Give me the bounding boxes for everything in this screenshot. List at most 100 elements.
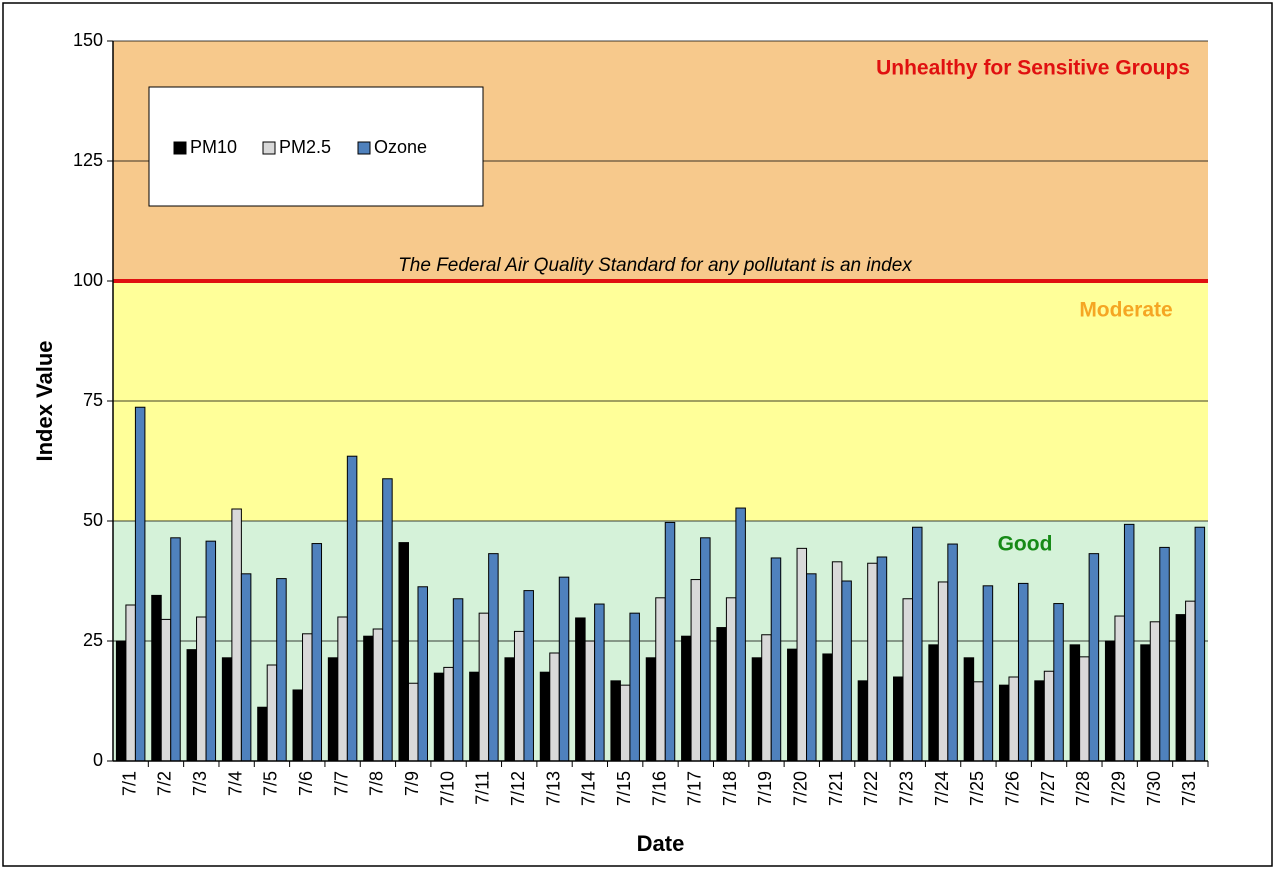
bar — [1123, 523, 1135, 762]
x-tick-label: 7/10 — [437, 771, 457, 806]
y-tick-label: 75 — [83, 390, 103, 410]
bar — [488, 553, 499, 762]
bar — [221, 657, 233, 762]
bar — [276, 578, 287, 762]
bar — [690, 579, 702, 762]
bar — [231, 508, 242, 762]
bar — [266, 664, 278, 762]
bar — [452, 598, 464, 762]
bar — [115, 640, 127, 762]
x-tick-label: 7/24 — [932, 771, 952, 806]
bar — [1149, 621, 1161, 762]
reference-label: The Federal Air Quality Standard for any… — [398, 255, 913, 276]
legend-label: PM10 — [190, 137, 237, 157]
x-tick-label: 7/23 — [897, 771, 917, 806]
bar — [1034, 680, 1045, 762]
x-tick-label: 7/13 — [543, 771, 563, 806]
bar — [928, 644, 939, 762]
bar — [681, 635, 692, 762]
bar — [655, 597, 666, 762]
bar — [134, 406, 146, 762]
bar — [1069, 644, 1081, 762]
bar — [594, 603, 605, 762]
x-tick-label: 7/27 — [1038, 771, 1058, 806]
bar — [346, 455, 358, 762]
bar — [867, 562, 878, 762]
x-tick-label: 7/20 — [791, 771, 811, 806]
legend-swatch — [173, 141, 187, 155]
bar — [796, 547, 808, 762]
x-tick-label: 7/16 — [649, 771, 669, 806]
bar — [160, 618, 172, 762]
bar — [125, 604, 136, 762]
bar — [973, 681, 984, 762]
bar — [610, 680, 621, 762]
legend-swatch — [357, 141, 371, 155]
band-label: Unhealthy for Sensitive Groups — [876, 57, 1190, 80]
x-tick-label: 7/3 — [190, 771, 210, 796]
bar — [186, 649, 198, 762]
bar — [170, 537, 181, 762]
bar — [337, 616, 348, 762]
bar — [151, 594, 162, 762]
bar — [751, 657, 763, 762]
bar — [876, 556, 888, 762]
bar — [549, 652, 560, 762]
x-tick-label: 7/25 — [967, 771, 987, 806]
bar — [770, 557, 782, 762]
x-tick-label: 7/28 — [1073, 771, 1093, 806]
bar — [902, 598, 914, 762]
bar — [539, 671, 551, 762]
bar — [372, 628, 384, 762]
bar — [787, 648, 798, 762]
bar — [1008, 676, 1019, 762]
x-axis-label: Date — [637, 831, 685, 856]
bar — [947, 543, 958, 762]
x-tick-label: 7/15 — [614, 771, 634, 806]
bar — [716, 627, 727, 762]
bar — [292, 689, 304, 762]
bar — [504, 657, 515, 762]
bar — [963, 657, 975, 762]
bar — [735, 507, 746, 762]
x-tick-label: 7/26 — [1002, 771, 1022, 806]
bar — [822, 653, 833, 762]
bar — [443, 666, 454, 762]
bar — [327, 657, 339, 762]
bar — [1079, 656, 1090, 762]
bar — [998, 684, 1010, 762]
y-tick-label: 150 — [73, 30, 103, 50]
x-tick-label: 7/17 — [685, 771, 705, 806]
bar — [700, 537, 711, 762]
bar — [523, 590, 534, 762]
bar — [584, 640, 596, 762]
x-tick-label: 7/11 — [473, 771, 493, 805]
bar — [433, 672, 445, 762]
bar — [1175, 614, 1187, 762]
bar — [1159, 546, 1170, 762]
bar — [1140, 644, 1151, 762]
x-tick-label: 7/22 — [861, 771, 881, 806]
x-tick-label: 7/1 — [119, 771, 139, 796]
x-tick-label: 7/8 — [367, 771, 387, 796]
y-tick-label: 125 — [73, 150, 103, 170]
y-tick-label: 25 — [83, 630, 103, 650]
bar — [302, 633, 313, 762]
bar — [629, 612, 640, 762]
x-tick-label: 7/7 — [331, 771, 351, 796]
x-tick-label: 7/29 — [1108, 771, 1128, 806]
bar — [982, 585, 994, 762]
x-tick-label: 7/2 — [155, 771, 175, 796]
x-tick-label: 7/6 — [296, 771, 316, 796]
legend-box — [148, 86, 484, 207]
x-tick-label: 7/5 — [261, 771, 281, 796]
legend-swatch — [262, 141, 276, 155]
y-tick-label: 0 — [93, 750, 103, 770]
bar — [311, 543, 323, 762]
bar — [1043, 670, 1055, 762]
bar — [407, 682, 419, 762]
bar — [761, 634, 772, 762]
bar — [257, 706, 268, 762]
x-tick-label: 7/14 — [579, 771, 599, 806]
